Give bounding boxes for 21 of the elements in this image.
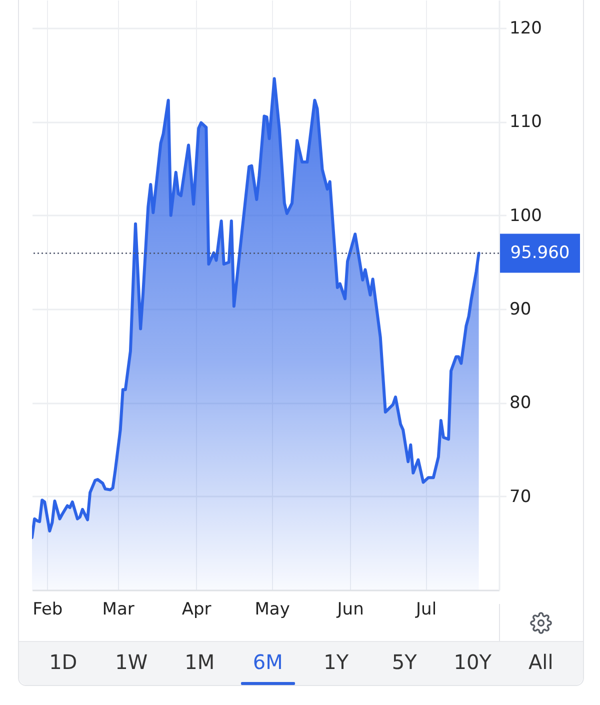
x-tick-label: Feb	[32, 600, 63, 620]
y-tick-label: 80	[510, 393, 532, 414]
time-range-label: 1W	[115, 650, 148, 674]
time-range-label: All	[528, 650, 554, 674]
y-tick-label: 110	[510, 112, 542, 132]
time-range-label: 1M	[184, 650, 215, 674]
y-tick-label: 100	[510, 206, 542, 226]
ref-line-label: 95.960	[510, 243, 570, 264]
time-range-label: 1Y	[324, 650, 349, 674]
x-tick-label: Jul	[415, 600, 437, 620]
x-tick-label: Apr	[182, 600, 212, 620]
y-tick-label: 90	[510, 300, 532, 320]
x-tick-label: Mar	[102, 600, 134, 620]
y-tick-label: 70	[510, 486, 532, 507]
x-tick-label: May	[254, 600, 290, 620]
time-range-label: 10Y	[454, 650, 492, 674]
time-range-label: 6M	[252, 650, 283, 674]
time-range-label: 5Y	[392, 650, 417, 674]
x-tick-label: Jun	[336, 600, 364, 620]
y-tick-label: 120	[510, 18, 542, 39]
time-range-label: 1D	[49, 650, 78, 674]
